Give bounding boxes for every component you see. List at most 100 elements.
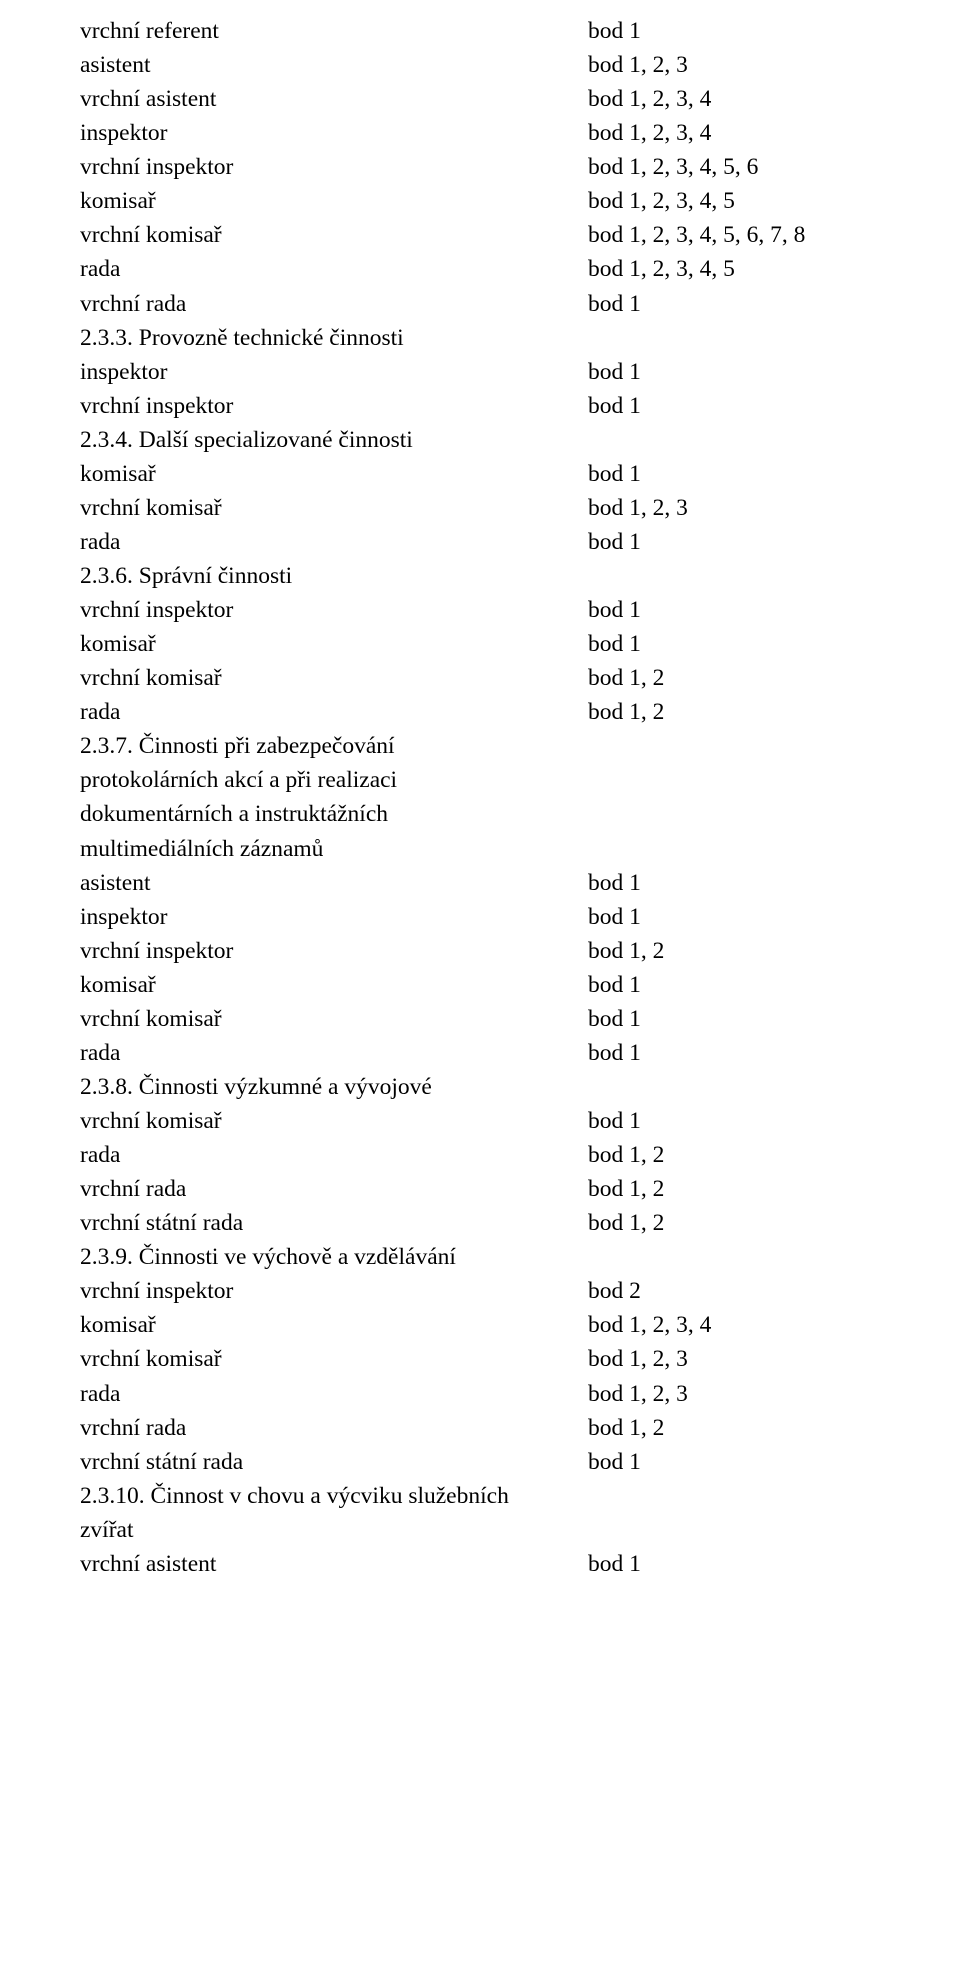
table-row: inspektorbod 1, 2, 3, 4 xyxy=(80,116,880,150)
row-left-text: rada xyxy=(80,1138,588,1172)
row-left-text: vrchní inspektor xyxy=(80,1274,588,1308)
row-left-text: komisař xyxy=(80,968,588,1002)
row-left-text: 2.3.6. Správní činnosti xyxy=(80,559,588,593)
row-left-text: vrchní komisař xyxy=(80,491,588,525)
row-left-text: zvířat xyxy=(80,1513,588,1547)
table-row: vrchní inspektorbod 1 xyxy=(80,389,880,423)
row-left-text: 2.3.10. Činnost v chovu a výcviku služeb… xyxy=(80,1479,588,1513)
table-row: protokolárních akcí a při realizaci xyxy=(80,763,880,797)
row-right-text: bod 1, 2, 3, 4 xyxy=(588,82,880,116)
table-row: komisařbod 1 xyxy=(80,457,880,491)
row-right-text: bod 1 xyxy=(588,900,880,934)
row-left-text: vrchní inspektor xyxy=(80,593,588,627)
table-row: komisařbod 1, 2, 3, 4, 5 xyxy=(80,184,880,218)
table-row: inspektorbod 1 xyxy=(80,355,880,389)
row-right-text: bod 1 xyxy=(588,389,880,423)
row-right-text: bod 1, 2, 3, 4, 5, 6, 7, 8 xyxy=(588,218,880,252)
table-row: 2.3.7. Činnosti při zabezpečování xyxy=(80,729,880,763)
row-left-text: komisař xyxy=(80,627,588,661)
table-row: 2.3.9. Činnosti ve výchově a vzdělávání xyxy=(80,1240,880,1274)
table-row: komisařbod 1 xyxy=(80,627,880,661)
row-left-text: inspektor xyxy=(80,900,588,934)
row-right-text: bod 1 xyxy=(588,593,880,627)
row-right-text: bod 1 xyxy=(588,1036,880,1070)
row-right-text: bod 1, 2, 3, 4, 5 xyxy=(588,252,880,286)
row-left-text: komisař xyxy=(80,1308,588,1342)
row-right-text: bod 1 xyxy=(588,355,880,389)
row-right-text: bod 1, 2, 3 xyxy=(588,491,880,525)
row-left-text: komisař xyxy=(80,184,588,218)
table-row: vrchní komisařbod 1, 2, 3 xyxy=(80,491,880,525)
row-right-text: bod 1 xyxy=(588,1002,880,1036)
table-row: vrchní státní radabod 1, 2 xyxy=(80,1206,880,1240)
table-row: vrchní radabod 1 xyxy=(80,287,880,321)
row-right-text: bod 1, 2 xyxy=(588,1138,880,1172)
row-left-text: vrchní komisař xyxy=(80,218,588,252)
row-right-text: bod 1, 2, 3, 4 xyxy=(588,116,880,150)
row-right-text: bod 1, 2 xyxy=(588,695,880,729)
table-row: vrchní inspektorbod 1, 2 xyxy=(80,934,880,968)
table-row: komisařbod 1 xyxy=(80,968,880,1002)
row-right-text: bod 1 xyxy=(588,1445,880,1479)
row-right-text: bod 1 xyxy=(588,457,880,491)
row-right-text: bod 1, 2, 3, 4, 5, 6 xyxy=(588,150,880,184)
row-left-text: komisař xyxy=(80,457,588,491)
table-row: zvířat xyxy=(80,1513,880,1547)
row-right-text: bod 1 xyxy=(588,525,880,559)
row-left-text: asistent xyxy=(80,48,588,82)
row-left-text: vrchní komisař xyxy=(80,1104,588,1138)
row-left-text: vrchní rada xyxy=(80,1411,588,1445)
row-right-text: bod 1 xyxy=(588,866,880,900)
table-row: asistentbod 1, 2, 3 xyxy=(80,48,880,82)
table-row: radabod 1, 2 xyxy=(80,695,880,729)
row-left-text: vrchní komisař xyxy=(80,1342,588,1376)
row-right-text: bod 1 xyxy=(588,14,880,48)
table-row: vrchní referentbod 1 xyxy=(80,14,880,48)
row-left-text: vrchní státní rada xyxy=(80,1445,588,1479)
row-left-text: 2.3.3. Provozně technické činnosti xyxy=(80,321,588,355)
row-right-text: bod 1, 2 xyxy=(588,934,880,968)
table-row: vrchní asistentbod 1 xyxy=(80,1547,880,1581)
row-left-text: rada xyxy=(80,252,588,286)
row-left-text: 2.3.4. Další specializované činnosti xyxy=(80,423,588,457)
table-row: radabod 1, 2, 3 xyxy=(80,1377,880,1411)
row-left-text: vrchní státní rada xyxy=(80,1206,588,1240)
table-row: vrchní radabod 1, 2 xyxy=(80,1411,880,1445)
row-left-text: vrchní referent xyxy=(80,14,588,48)
row-left-text: 2.3.8. Činnosti výzkumné a vývojové xyxy=(80,1070,588,1104)
row-left-text: rada xyxy=(80,525,588,559)
row-right-text: bod 1, 2, 3, 4, 5 xyxy=(588,184,880,218)
row-left-text: dokumentárních a instruktážních xyxy=(80,797,588,831)
row-right-text: bod 1 xyxy=(588,1104,880,1138)
row-right-text: bod 1, 2, 3 xyxy=(588,1342,880,1376)
row-left-text: vrchní rada xyxy=(80,287,588,321)
row-left-text: protokolárních akcí a při realizaci xyxy=(80,763,588,797)
row-right-text: bod 1 xyxy=(588,627,880,661)
row-left-text: rada xyxy=(80,1377,588,1411)
table-row: vrchní radabod 1, 2 xyxy=(80,1172,880,1206)
table-row: 2.3.3. Provozně technické činnosti xyxy=(80,321,880,355)
row-right-text: bod 1, 2 xyxy=(588,1411,880,1445)
row-right-text: bod 1, 2, 3 xyxy=(588,48,880,82)
row-left-text: vrchní inspektor xyxy=(80,934,588,968)
row-right-text: bod 1, 2, 3 xyxy=(588,1377,880,1411)
table-row: vrchní státní radabod 1 xyxy=(80,1445,880,1479)
row-left-text: vrchní komisař xyxy=(80,661,588,695)
row-right-text: bod 1 xyxy=(588,287,880,321)
row-left-text: rada xyxy=(80,1036,588,1070)
table-row: inspektorbod 1 xyxy=(80,900,880,934)
row-left-text: asistent xyxy=(80,866,588,900)
row-right-text: bod 1, 2, 3, 4 xyxy=(588,1308,880,1342)
row-right-text: bod 2 xyxy=(588,1274,880,1308)
table-row: vrchní inspektorbod 2 xyxy=(80,1274,880,1308)
row-left-text: vrchní inspektor xyxy=(80,150,588,184)
row-left-text: multimediálních záznamů xyxy=(80,832,588,866)
table-row: vrchní inspektorbod 1, 2, 3, 4, 5, 6 xyxy=(80,150,880,184)
row-left-text: vrchní rada xyxy=(80,1172,588,1206)
table-row: 2.3.8. Činnosti výzkumné a vývojové xyxy=(80,1070,880,1104)
table-row: radabod 1 xyxy=(80,1036,880,1070)
table-row: vrchní komisařbod 1, 2, 3 xyxy=(80,1342,880,1376)
table-row: komisařbod 1, 2, 3, 4 xyxy=(80,1308,880,1342)
table-row: radabod 1, 2, 3, 4, 5 xyxy=(80,252,880,286)
row-left-text: vrchní inspektor xyxy=(80,389,588,423)
